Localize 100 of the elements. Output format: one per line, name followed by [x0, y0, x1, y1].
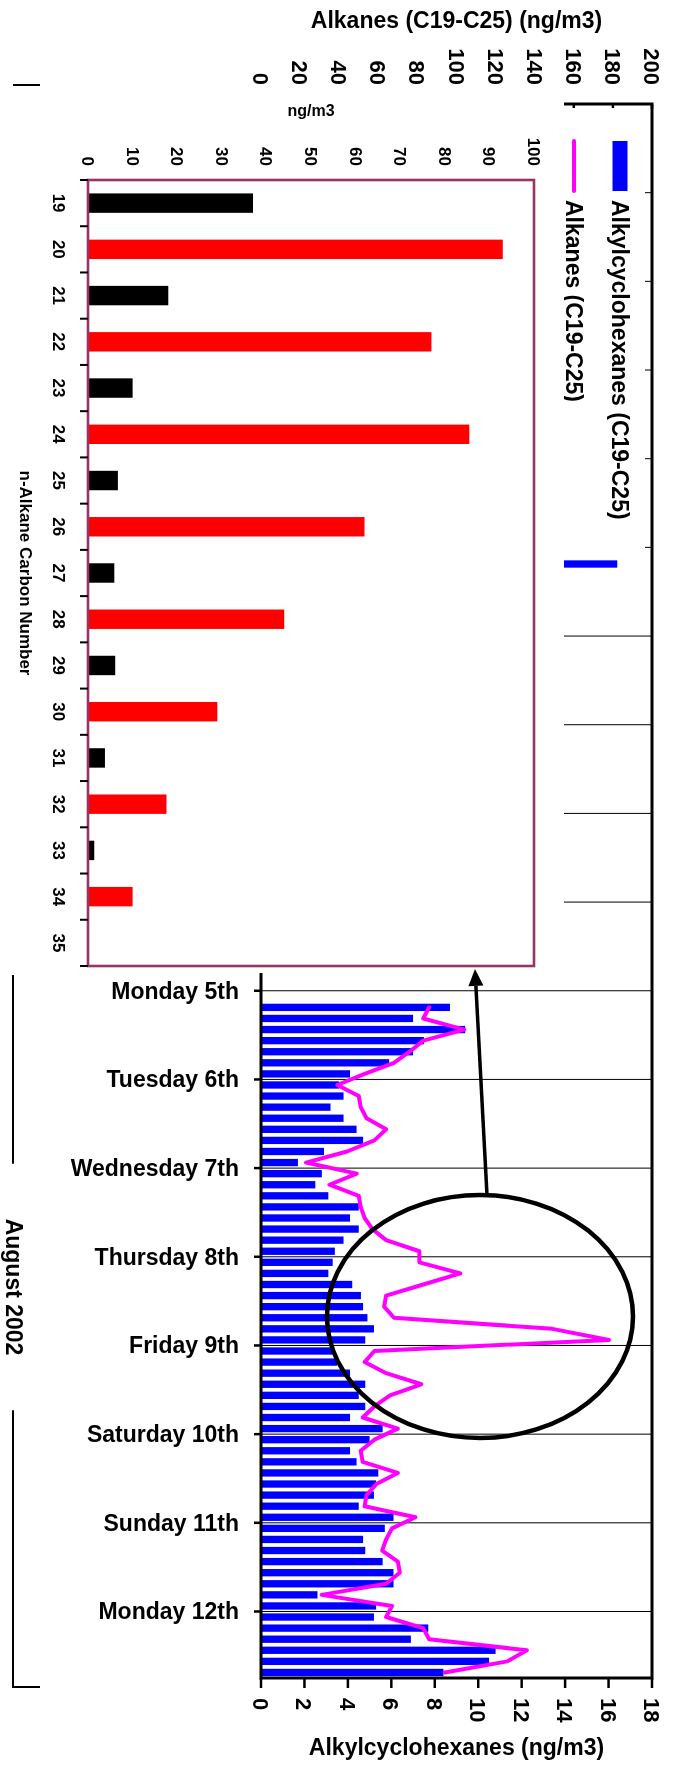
- y-tick-label: Saturday 10th: [86, 1421, 239, 1448]
- bar: [261, 1569, 394, 1577]
- y-tick-label: Monday 12th: [98, 1598, 239, 1625]
- bar: [88, 424, 470, 444]
- y-tick-label: Tuesday 6th: [106, 1066, 239, 1093]
- bar: [261, 1192, 329, 1200]
- y-tick-label: 24: [49, 424, 69, 445]
- x-tick-label: 90: [479, 147, 499, 166]
- bar: [261, 1158, 298, 1167]
- bar: [88, 748, 105, 768]
- x-tick-label: 4: [335, 1698, 361, 1711]
- x2-tick-label: 200: [639, 48, 665, 85]
- y-tick-label: Thursday 8th: [94, 1243, 239, 1270]
- y-tick-label: 27: [49, 563, 69, 583]
- bar: [88, 563, 115, 583]
- bar: [88, 517, 365, 537]
- x2-tick-label: 80: [404, 60, 430, 85]
- bar: [261, 1269, 329, 1278]
- y-tick-label: 21: [49, 286, 69, 306]
- bar: [261, 1247, 335, 1255]
- bar: [261, 1291, 361, 1300]
- y-tick-label: Sunday 11th: [103, 1509, 239, 1536]
- x2-tick-label: 20: [287, 60, 313, 85]
- bar: [261, 1136, 364, 1145]
- bar: [261, 1125, 357, 1133]
- y-tick-label: 30: [49, 702, 69, 722]
- bar: [261, 1657, 490, 1666]
- x-tick-label: 100: [524, 137, 544, 166]
- bar: [261, 1436, 370, 1444]
- bar: [261, 1203, 359, 1211]
- bar: [88, 193, 254, 213]
- y-axis-title: August 2002: [1, 1218, 27, 1356]
- x2-axis-title: Alkanes (C19-C25) (ng/m3): [310, 7, 603, 33]
- legend-label: Alkylcyclohexanes (C19-C25): [607, 200, 633, 520]
- bar: [261, 1236, 344, 1244]
- bar: [261, 1070, 351, 1078]
- x-tick-label: 6: [378, 1698, 404, 1711]
- bar: [261, 1147, 324, 1156]
- y-tick-label: Friday 9th: [129, 1332, 239, 1359]
- bar: [261, 1170, 322, 1178]
- x-tick-label: 50: [301, 147, 321, 166]
- bar: [261, 1591, 318, 1599]
- x-axis-title: ng/m3: [287, 101, 335, 119]
- bar: [88, 609, 285, 629]
- bar: [261, 1646, 496, 1654]
- bar: [261, 1513, 394, 1521]
- bar: [261, 1181, 316, 1189]
- bar: [261, 1668, 444, 1677]
- x2-tick-label: 60: [365, 60, 391, 85]
- y-tick-label: 20: [49, 239, 69, 259]
- bar: [261, 1036, 424, 1045]
- bar: [88, 239, 503, 260]
- x-tick-label: 18: [639, 1698, 665, 1723]
- bar: [261, 1458, 357, 1466]
- bar: [261, 1546, 366, 1555]
- y-tick-label: 28: [49, 609, 69, 629]
- x-tick-label: 80: [435, 147, 455, 166]
- x-tick-label: 14: [552, 1698, 578, 1724]
- x-tick-label: 2: [291, 1698, 317, 1711]
- x2-tick-label: 160: [561, 48, 587, 85]
- x2-tick-label: 0: [248, 72, 274, 85]
- legend-label: Alkanes (C19-C25): [561, 200, 587, 402]
- bar: [88, 470, 118, 491]
- bar: [261, 1059, 390, 1067]
- y-tick-label: 34: [49, 887, 69, 907]
- bar: [261, 1314, 368, 1322]
- bar: [261, 1003, 450, 1012]
- y-tick-label: Wednesday 7th: [70, 1155, 239, 1182]
- bar: [261, 1447, 351, 1455]
- y-tick-label: 25: [49, 471, 69, 490]
- bar: [261, 1402, 366, 1411]
- bar: [261, 1480, 377, 1488]
- bar: [88, 886, 133, 907]
- bar: [261, 1092, 344, 1100]
- x-tick-label: 40: [256, 147, 276, 166]
- bar: [88, 794, 167, 814]
- bar: [261, 1225, 359, 1233]
- x2-tick-label: 180: [600, 48, 626, 85]
- y-tick-label: 19: [49, 193, 69, 213]
- bar: [261, 1214, 351, 1222]
- y-axis-title: n-Alkane Carbon Number: [16, 470, 36, 676]
- x2-tick-label: 120: [483, 48, 509, 85]
- bar: [88, 332, 432, 352]
- y-tick-label: 29: [49, 656, 69, 675]
- x-tick-label: 10: [123, 147, 143, 166]
- x-tick-label: 12: [509, 1698, 535, 1723]
- x-tick-label: 10: [465, 1698, 491, 1723]
- bar: [261, 1624, 429, 1632]
- bar: [261, 1258, 333, 1266]
- bar: [261, 1358, 338, 1366]
- y-tick-label: 26: [49, 517, 69, 537]
- y-tick-label: Monday 5th: [111, 977, 239, 1004]
- x-tick-label: 8: [422, 1698, 448, 1711]
- bar: [261, 1391, 359, 1400]
- bar: [261, 1014, 414, 1023]
- bar: [261, 1491, 374, 1499]
- bar: [88, 655, 116, 676]
- bar: [261, 1081, 340, 1089]
- x-tick-label: 70: [390, 147, 410, 166]
- bar: [88, 378, 133, 398]
